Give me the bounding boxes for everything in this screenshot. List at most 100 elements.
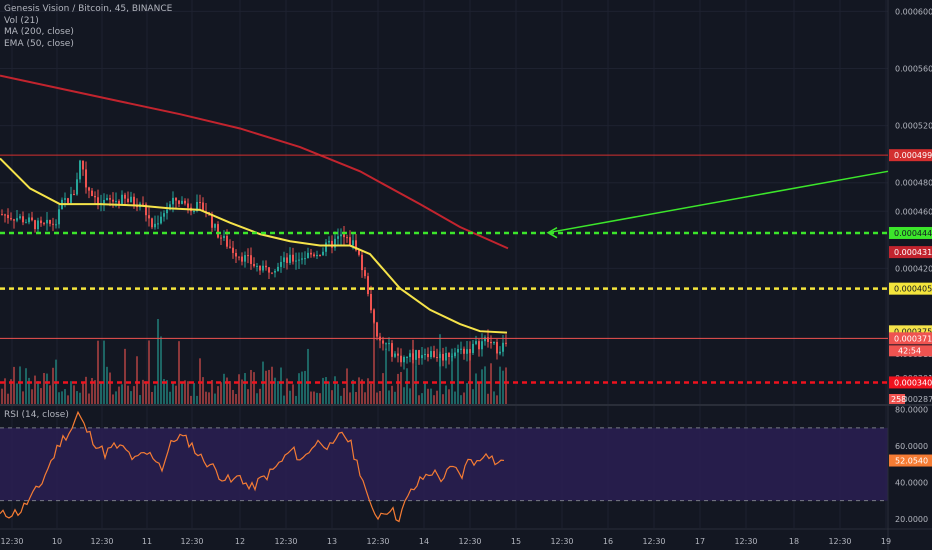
volume-bar-141: [424, 381, 426, 404]
volume-bar-26: [79, 392, 81, 404]
candle-body-159: [478, 341, 480, 350]
time-tick-18: 12:30: [828, 537, 851, 546]
candle-body-87: [262, 265, 264, 271]
volume-bar-62: [187, 381, 189, 404]
volume-bar-71: [214, 393, 216, 404]
volume-bar-85: [256, 393, 258, 404]
volume-bar-153: [460, 395, 462, 404]
volume-bar-54: [163, 378, 165, 404]
candle-body-153: [460, 348, 462, 350]
volume-bar-125: [376, 392, 378, 404]
candle-body-99: [298, 259, 300, 261]
candle-body-142: [427, 353, 429, 358]
volume-bar-55: [166, 380, 168, 404]
volume-bar-19: [58, 392, 60, 404]
volume-bar-4: [13, 366, 15, 404]
volume-bar-65: [196, 395, 198, 404]
candle-body-12: [37, 220, 39, 230]
candle-body-110: [331, 240, 333, 248]
candle-body-32: [97, 197, 99, 204]
ema-legend[interactable]: EMA (50, close): [4, 38, 74, 49]
volume-bar-117: [352, 379, 354, 404]
symbol-title[interactable]: Genesis Vision / Bitcoin, 45, BINANCE: [4, 4, 173, 14]
candle-body-117: [352, 240, 354, 246]
time-tick-1: 10: [52, 537, 62, 546]
volume-bar-166: [499, 366, 501, 404]
volume-bar-90: [271, 366, 273, 404]
volume-legend[interactable]: Vol (21): [4, 15, 39, 26]
volume-bar-127: [382, 373, 384, 404]
volume-bar-16: [49, 385, 51, 404]
volume-bar-46: [139, 395, 141, 404]
candle-body-52: [157, 223, 159, 225]
volume-bar-121: [364, 392, 366, 404]
volume-bar-124: [373, 309, 375, 404]
volume-bar-45: [136, 356, 138, 404]
volume-bar-34: [103, 340, 105, 404]
level-tag-label-3: 0.0004058: [894, 285, 932, 294]
candle-body-160: [481, 341, 483, 350]
candle-body-138: [415, 350, 417, 360]
volume-bar-99: [298, 373, 300, 404]
candle-body-86: [259, 265, 261, 271]
candle-body-30: [91, 190, 93, 197]
time-tick-5: 12: [235, 537, 245, 546]
volume-bar-37: [112, 394, 114, 404]
rsi-legend[interactable]: RSI (14, close): [4, 410, 69, 420]
candle-body-158: [475, 341, 477, 344]
volume-bar-119: [358, 377, 360, 404]
candle-body-105: [316, 254, 318, 257]
ma-legend[interactable]: MA (200, close): [4, 27, 74, 37]
candle-body-100: [301, 258, 303, 260]
volume-bar-112: [337, 384, 339, 404]
volume-bar-12: [37, 381, 39, 404]
time-tick-7: 13: [327, 537, 337, 546]
volume-bar-72: [217, 386, 219, 404]
candle-body-16: [49, 219, 51, 224]
candle-body-9: [28, 217, 30, 223]
volume-bar-73: [220, 382, 222, 404]
candle-body-97: [292, 254, 294, 262]
volume-bar-36: [109, 372, 111, 404]
level-tag-1: [889, 226, 932, 239]
candle-body-162: [487, 337, 489, 342]
level-tag-3: [889, 282, 932, 295]
volume-bar-161: [484, 366, 486, 404]
level-tag-label-2: 0.0004314: [894, 248, 932, 257]
candle-body-17: [52, 223, 54, 225]
volume-bar-63: [190, 395, 192, 404]
time-tick-9: 14: [419, 537, 429, 546]
volume-bar-8: [25, 368, 27, 404]
candle-body-168: [505, 342, 507, 344]
candle-body-79: [238, 256, 240, 258]
volume-bar-84: [253, 372, 255, 404]
volume-bar-32: [97, 340, 99, 404]
volume-bar-57: [172, 382, 174, 404]
candle-body-60: [181, 200, 183, 204]
volume-bar-98: [295, 395, 297, 404]
volume-bar-31: [94, 380, 96, 404]
candle-body-108: [325, 242, 327, 252]
candle-body-53: [160, 216, 162, 224]
volume-bar-60: [181, 382, 183, 404]
candle-body-18: [55, 224, 57, 226]
candle-body-164: [493, 341, 495, 344]
rsi-last-label: 52.0540: [895, 457, 928, 466]
volume-bar-133: [400, 372, 402, 404]
volume-bar-148: [445, 385, 447, 404]
candle-body-61: [184, 200, 186, 204]
volume-bar-56: [169, 391, 171, 404]
candle-body-44: [133, 196, 135, 205]
candle-body-143: [430, 351, 432, 358]
volume-bar-136: [409, 388, 411, 404]
volume-bar-27: [82, 382, 84, 404]
volume-bar-165: [496, 395, 498, 404]
candle-body-57: [172, 197, 174, 205]
volume-bar-59: [178, 341, 180, 404]
volume-bar-41: [124, 348, 126, 404]
